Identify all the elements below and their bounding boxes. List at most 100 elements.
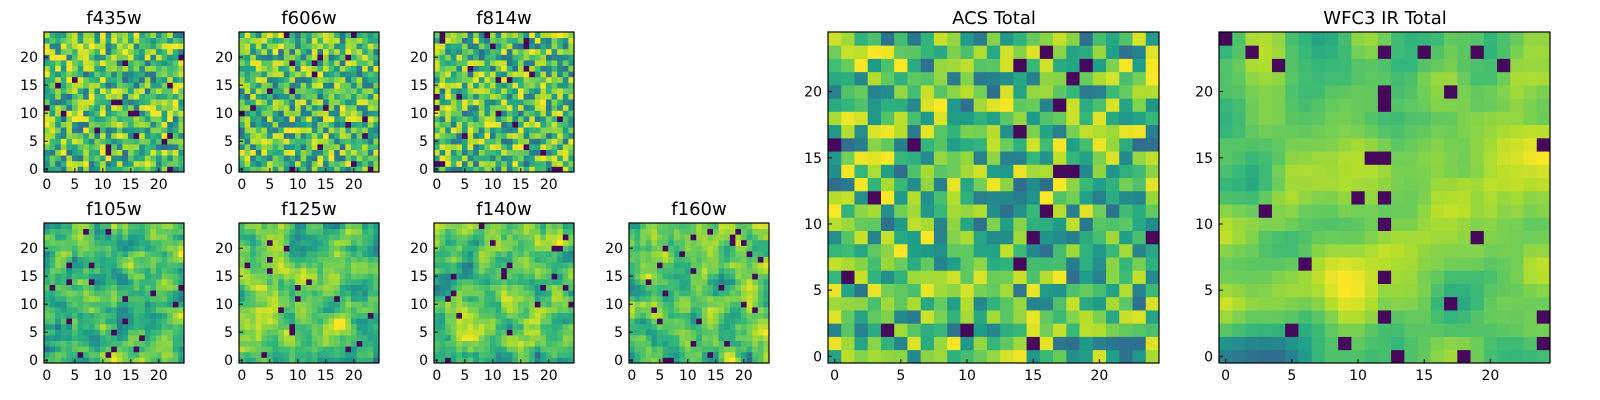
heatmap-cell <box>239 104 245 111</box>
heatmap-cell <box>828 349 842 364</box>
heatmap-cell <box>518 155 524 162</box>
heatmap-cell <box>701 329 708 336</box>
heatmap-cell <box>557 160 564 167</box>
heatmap-cell <box>735 323 742 330</box>
heatmap-cell <box>88 60 95 66</box>
heatmap-cell <box>278 48 285 55</box>
heatmap-cell <box>690 351 697 358</box>
heatmap-cell <box>562 279 569 285</box>
heatmap-cell <box>629 323 635 330</box>
heatmap-cell <box>339 155 346 162</box>
heatmap-cell <box>478 312 485 319</box>
heatmap-cell <box>100 93 106 100</box>
heatmap-cell <box>568 251 575 257</box>
heatmap-cell <box>462 149 468 156</box>
heatmap-cell <box>289 82 296 89</box>
heatmap-cell <box>960 283 975 298</box>
heatmap-cell <box>244 48 251 55</box>
heatmap-cell <box>562 82 569 89</box>
heatmap-cell <box>88 138 95 145</box>
heatmap-cell <box>568 295 575 302</box>
heatmap-cell <box>763 273 770 280</box>
heatmap-cell <box>450 251 457 257</box>
heatmap-cell <box>317 82 324 89</box>
heatmap-cell <box>724 228 731 235</box>
heatmap-cell <box>261 228 268 235</box>
heatmap-cell <box>345 43 352 50</box>
heatmap-cell <box>986 283 1001 298</box>
heatmap-cell <box>306 116 313 122</box>
heatmap-cell <box>345 32 352 38</box>
heatmap-cell <box>1066 257 1080 271</box>
heatmap-cell <box>60 312 67 319</box>
heatmap-cell <box>311 234 318 241</box>
heatmap-cell <box>122 223 129 229</box>
heatmap-cell <box>662 273 669 280</box>
heatmap-cell <box>1145 283 1160 298</box>
heatmap-cell <box>439 93 446 100</box>
heatmap-cell <box>267 228 273 235</box>
heatmap-cell <box>920 137 935 152</box>
heatmap-cell <box>634 318 641 325</box>
heatmap-cell <box>300 295 307 302</box>
heatmap-cell <box>551 32 558 38</box>
heatmap-cell <box>272 60 279 66</box>
heatmap-cell <box>111 127 118 134</box>
heatmap-cell <box>986 257 1001 271</box>
heatmap-cell <box>100 251 106 257</box>
y-tick-label: 15 <box>410 78 428 94</box>
heatmap-cell <box>439 76 446 83</box>
heatmap-cell <box>735 256 742 263</box>
heatmap-cell <box>150 32 157 38</box>
heatmap-cell <box>55 48 62 55</box>
heatmap-cell <box>172 54 179 61</box>
heatmap-cell <box>562 290 569 297</box>
heatmap-cell <box>300 32 307 38</box>
heatmap-cell <box>1013 164 1027 179</box>
heatmap-cell <box>339 116 346 122</box>
heatmap-cell <box>139 312 146 319</box>
heatmap-cell <box>345 239 352 246</box>
heatmap-cell <box>679 267 686 274</box>
heatmap-cell <box>679 329 686 336</box>
heatmap-cell <box>540 138 547 145</box>
heatmap-cell <box>178 301 185 308</box>
heatmap-cell <box>244 155 251 162</box>
heatmap-cell <box>267 329 273 336</box>
heatmap-cell <box>116 71 123 78</box>
heatmap-cell <box>462 329 468 336</box>
heatmap-cell <box>867 283 882 298</box>
heatmap-cell <box>311 346 318 353</box>
heatmap-cell <box>139 71 146 78</box>
heatmap-cell <box>105 116 112 122</box>
heatmap-cell <box>306 138 313 145</box>
y-tick-label: 5 <box>419 134 428 150</box>
heatmap-cell <box>72 273 78 280</box>
heatmap-cell <box>272 290 279 297</box>
heatmap-cell <box>239 155 245 162</box>
heatmap-cell <box>373 88 380 94</box>
heatmap-cell <box>729 256 736 263</box>
heatmap-cell <box>356 290 363 297</box>
heatmap-cell <box>534 239 541 246</box>
heatmap-cell <box>439 335 446 341</box>
heatmap-cell <box>741 279 747 285</box>
heatmap-cell <box>88 82 95 89</box>
heatmap-cell <box>139 251 146 257</box>
heatmap-cell <box>328 166 335 173</box>
heatmap-cell <box>506 160 513 167</box>
heatmap-cell <box>94 155 101 162</box>
heatmap-cell <box>467 239 474 246</box>
heatmap-cell <box>690 295 697 302</box>
heatmap-cell <box>244 335 251 341</box>
heatmap-cell <box>83 245 90 252</box>
heatmap-cell <box>512 99 519 106</box>
heatmap-cell <box>55 60 62 66</box>
heatmap-cell <box>518 76 524 83</box>
heatmap-cell <box>156 295 162 302</box>
heatmap-cell <box>490 138 496 145</box>
heatmap-cell <box>323 132 329 139</box>
heatmap-cell <box>640 335 647 341</box>
heatmap-cell <box>300 234 307 241</box>
heatmap-cell <box>540 329 547 336</box>
